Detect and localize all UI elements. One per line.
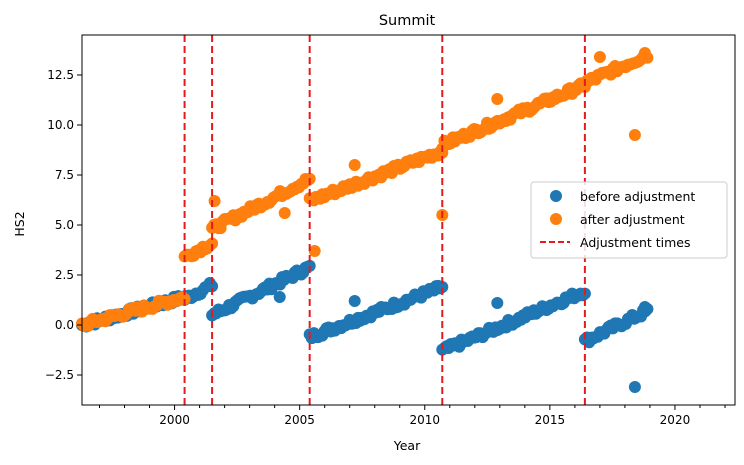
y-tick-label: 2.5 — [55, 268, 74, 282]
after-adjustment-point — [593, 51, 606, 63]
legend-marker-after-adjustment — [550, 213, 562, 225]
before-adjustment-point — [436, 281, 449, 293]
legend-label-adjustment-times: Adjustment times — [580, 235, 691, 250]
after-adjustment-point — [348, 159, 361, 171]
before-adjustment-point — [348, 295, 361, 307]
y-tick-label: 12.5 — [47, 68, 74, 82]
x-tick-label: 2020 — [660, 413, 691, 427]
after-adjustment-point — [308, 245, 321, 257]
y-tick-label: 10.0 — [47, 118, 74, 132]
x-axis: 2000 2005 2010 2015 2020 — [99, 405, 726, 427]
y-tick-label: 5.0 — [55, 218, 74, 232]
adjustment-lines-layer — [183, 35, 586, 405]
x-tick-label: 2015 — [535, 413, 566, 427]
chart-title: Summit — [379, 13, 436, 29]
after-adjustment-point — [638, 47, 651, 59]
before-adjustment-point — [208, 307, 221, 319]
before-adjustment-point — [206, 280, 219, 293]
plot-frame — [81, 34, 736, 406]
y-tick-label: 0.0 — [55, 318, 74, 332]
x-tick-label: 2010 — [409, 413, 440, 427]
legend: before adjustment after adjustment Adjus… — [530, 181, 728, 259]
legend-label-before-adjustment: before adjustment — [580, 189, 695, 204]
y-axis-label: HS2 — [12, 211, 27, 236]
points-layer — [76, 47, 654, 393]
x-tick-label: 2000 — [159, 413, 190, 427]
after-adjustment-point — [278, 207, 291, 219]
after-adjustment-point — [208, 195, 221, 207]
legend-box — [530, 181, 728, 259]
y-tick-label: −2.5 — [45, 368, 74, 382]
legend-label-after-adjustment: after adjustment — [580, 212, 685, 227]
before-adjustment-point — [628, 381, 641, 393]
y-tick-label: 7.5 — [55, 168, 74, 182]
after-adjustment-point — [491, 93, 504, 105]
y-axis: −2.5 0.0 2.5 5.0 7.5 10.0 12.5 — [45, 68, 82, 382]
before-adjustment-point — [491, 297, 504, 309]
before-adjustment-point — [273, 291, 286, 303]
before-adjustment-point — [638, 301, 651, 313]
x-tick-label: 2005 — [284, 413, 315, 427]
x-axis-label: Year — [393, 438, 421, 453]
legend-marker-before-adjustment — [550, 190, 562, 202]
before-adjustment-point — [303, 259, 316, 272]
after-adjustment-point — [628, 129, 641, 141]
after-adjustment-point — [206, 237, 219, 250]
